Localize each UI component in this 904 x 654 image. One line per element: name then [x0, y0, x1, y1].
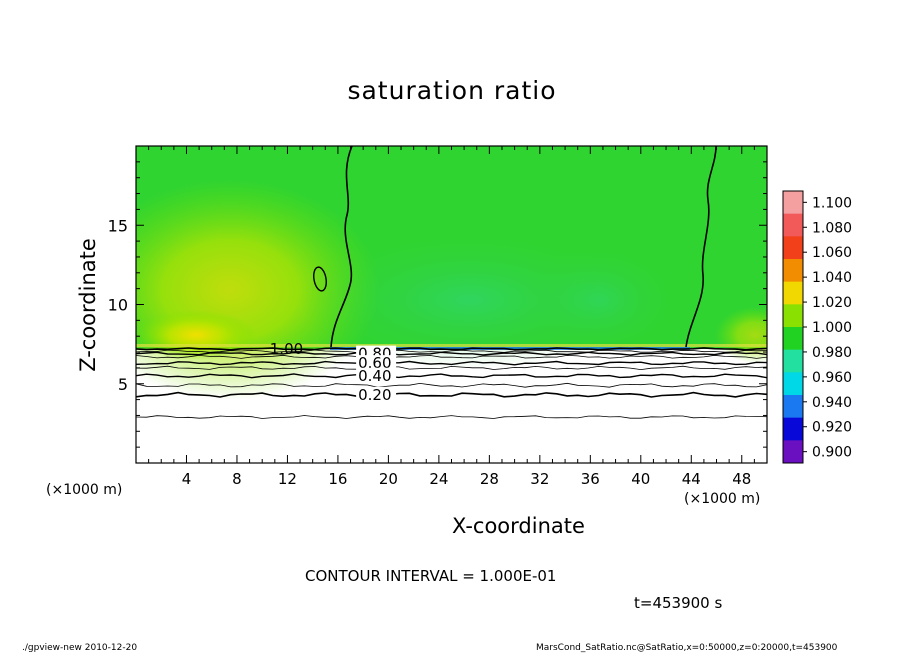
contour-line — [136, 351, 767, 356]
x-tick-label: 20 — [379, 470, 398, 488]
contour-interval-label: CONTOUR INTERVAL = 1.000E-01 — [305, 567, 557, 585]
contour-line — [136, 365, 767, 371]
x-unit-label-left: (×1000 m) — [46, 482, 123, 498]
colorbar-swatch — [783, 259, 803, 283]
colorbar-swatch — [783, 327, 803, 351]
colorbar-swatch — [783, 417, 803, 441]
y-tick-label: 10 — [108, 296, 128, 315]
contour-label: 0.60 — [358, 354, 391, 372]
colorbar-label: 1.000 — [812, 320, 852, 336]
x-tick-label: 8 — [232, 470, 242, 488]
colorbar-swatch — [783, 440, 803, 464]
colorbar-swatch — [783, 304, 803, 328]
contour-label: 0.20 — [358, 386, 391, 404]
colorbar-label: 0.900 — [812, 445, 852, 461]
time-label: t=453900 s — [634, 594, 723, 612]
contour-line — [136, 382, 767, 388]
contour-line-1.00-left — [330, 146, 353, 348]
colorbar-swatch — [783, 213, 803, 237]
contour-label: 1.00 — [270, 340, 303, 358]
colorbar-label: 1.080 — [812, 220, 852, 236]
contour-line — [136, 347, 767, 351]
x-unit-label-right: (×1000 m) — [684, 491, 761, 507]
colorbar-swatch — [783, 349, 803, 373]
colorbar-label: 1.100 — [812, 195, 852, 211]
saturation-field — [136, 146, 767, 463]
contour-line — [136, 354, 767, 359]
contour-line-closed-loop — [313, 266, 327, 292]
x-tick-label: 44 — [682, 470, 701, 488]
colorbar-swatch — [783, 281, 803, 305]
x-tick-label: 40 — [631, 470, 650, 488]
footer-right-text: MarsCond_SatRatio.nc@SatRatio,x=0:50000,… — [536, 643, 838, 653]
x-tick-label: 28 — [480, 470, 499, 488]
colorbar-swatch — [783, 236, 803, 260]
x-tick-label: 12 — [278, 470, 297, 488]
colorbar-label: 0.920 — [812, 420, 852, 436]
y-tick-label: 15 — [108, 216, 128, 235]
chart-title: saturation ratio — [347, 76, 557, 105]
contour-label-bg — [356, 355, 397, 370]
x-tick-label: 16 — [328, 470, 347, 488]
colorbar-swatch — [783, 372, 803, 396]
y-tick-label: 5 — [118, 375, 128, 394]
colorbar-label: 0.940 — [812, 395, 852, 411]
colorbar-label: 1.040 — [812, 270, 852, 286]
x-axis-label: X-coordinate — [452, 514, 585, 538]
contour-line — [136, 391, 767, 398]
x-tick-label: 4 — [182, 470, 192, 488]
contour-line — [136, 415, 767, 419]
colorbar-swatch — [783, 191, 803, 215]
x-tick-label: 24 — [429, 470, 448, 488]
colorbar-label: 1.020 — [812, 295, 852, 311]
contour-label-bg — [356, 367, 397, 382]
colorbar-label: 0.980 — [812, 345, 852, 361]
contour-line — [136, 349, 767, 353]
contour-line-1.00-right — [685, 146, 717, 348]
contour-line — [136, 360, 767, 366]
footer-left-text: ./gpview-new 2010-12-20 — [22, 643, 138, 653]
colorbar-swatch — [783, 395, 803, 419]
contour-line — [136, 373, 767, 379]
colorbar-label: 0.960 — [812, 370, 852, 386]
colorbar-label: 1.060 — [812, 245, 852, 261]
x-tick-label: 32 — [530, 470, 549, 488]
x-tick-label: 36 — [581, 470, 600, 488]
contour-label-bg — [356, 386, 397, 401]
x-tick-label: 48 — [732, 470, 751, 488]
contour-label: 0.40 — [358, 367, 391, 385]
